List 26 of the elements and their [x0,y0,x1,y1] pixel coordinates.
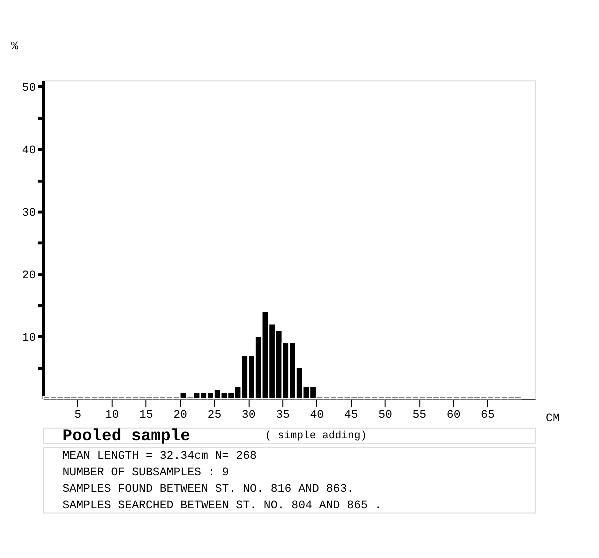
x-tick-label: 65 [481,408,495,422]
text: MEAN LENGTH = 32.34cm N= 268 [62,450,258,464]
x-tick-label: 40 [310,408,324,422]
y-axis-title: % [11,40,18,54]
x-axis-title: CM [546,412,560,426]
x-tick-label: 60 [446,408,461,422]
y-tick-label: 50 [22,82,36,96]
x-tick-label: 30 [242,408,256,422]
text: Pooled sample [62,426,191,446]
x-tick-label: 15 [139,408,154,422]
text: NUMBER OF SUBSAMPLES : 9 [62,466,230,480]
y-tick-label: 40 [22,144,36,158]
x-tick-label: 10 [105,408,120,422]
x-tick-label: 55 [412,408,427,422]
x-tick-label: 5 [74,408,82,422]
x-tick-label: 50 [378,408,392,422]
x-tick-label: 45 [344,408,358,422]
text: SAMPLES FOUND BETWEEN ST. NO. 816 AND 863. [62,483,354,496]
x-tick-label: 20 [174,408,188,422]
x-tick-label: 35 [276,408,290,422]
y-tick-label: 10 [22,332,36,345]
y-tick-label: 30 [22,207,36,220]
text: ( simple adding) [265,430,368,442]
y-tick-label: 20 [22,269,36,282]
text: SAMPLES SEARCHED BETWEEN ST. NO. 804 AND 865 . [62,499,382,512]
x-tick-label: 25 [208,408,222,422]
